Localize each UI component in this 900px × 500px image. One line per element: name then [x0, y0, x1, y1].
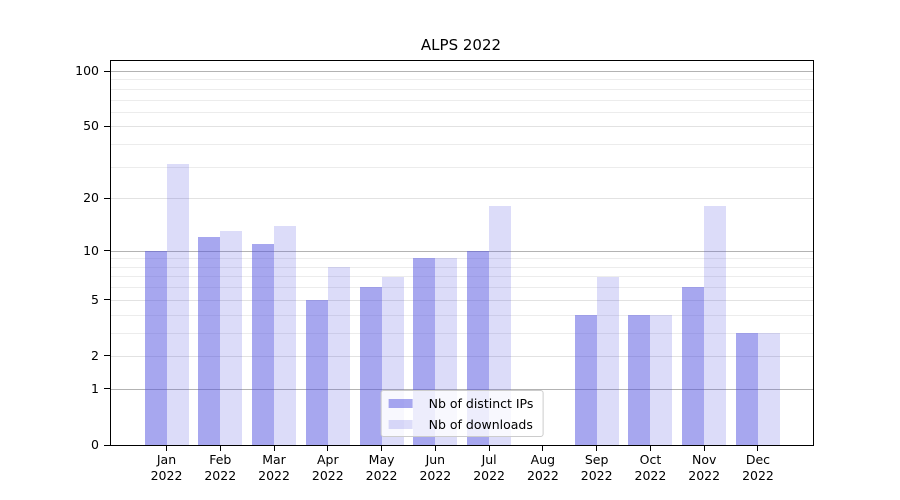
y-tick-label-1: 1 — [91, 380, 99, 396]
x-tick-label-jul: Jul 2022 — [473, 452, 506, 483]
x-tick-label-mar: Mar 2022 — [258, 452, 290, 483]
bar-downloads-jan — [166, 164, 189, 445]
grid-line-y-8 — [111, 266, 813, 268]
bar-distinct-ips-may — [359, 287, 382, 445]
y-tick-5 — [104, 299, 111, 301]
x-tick-label-jun: Jun 2022 — [419, 452, 452, 483]
x-tick-jan — [166, 445, 167, 451]
y-tick-label-5: 5 — [91, 291, 99, 307]
grid-line-y-60 — [111, 111, 813, 113]
x-tick-label-apr: Apr 2022 — [311, 452, 344, 483]
grid-line-y-90 — [111, 79, 813, 81]
x-tick-label-may: May 2022 — [365, 452, 398, 483]
bar-downloads-nov — [704, 206, 727, 445]
y-tick-label-20: 20 — [83, 190, 99, 206]
y-tick-10 — [104, 250, 111, 252]
x-tick-sep — [596, 445, 598, 451]
x-tick-label-oct: Oct 2022 — [634, 452, 667, 483]
grid-line-y-1 — [111, 388, 813, 390]
legend-label-downloads: Nb of downloads — [428, 416, 533, 432]
y-tick-label-2: 2 — [91, 347, 99, 363]
x-tick-dec — [757, 445, 759, 451]
grid-line-y-30 — [111, 166, 813, 168]
x-tick-label-jan: Jan 2022 — [150, 452, 183, 483]
bar-distinct-ips-apr — [305, 299, 328, 445]
x-tick-apr — [327, 445, 329, 451]
legend-swatch-downloads — [388, 419, 413, 429]
x-tick-label-aug: Aug 2022 — [526, 452, 559, 483]
x-tick-feb — [219, 445, 221, 451]
bar-downloads-mar — [274, 225, 297, 445]
x-tick-aug — [542, 445, 544, 451]
bar-downloads-dec — [757, 332, 780, 445]
bar-distinct-ips-nov — [682, 287, 705, 445]
chart-title: ALPS 2022 — [420, 36, 502, 54]
y-tick-label-0: 0 — [91, 437, 99, 452]
x-tick-label-dec: Dec 2022 — [742, 452, 774, 483]
x-tick-jul — [488, 445, 490, 451]
bar-downloads-jul — [489, 206, 512, 445]
grid-line-y-70 — [111, 99, 813, 101]
legend-item-distinct-ips: Nb of distinct IPs — [388, 395, 534, 411]
bar-distinct-ips-dec — [735, 332, 758, 445]
plot-area: Nb of distinct IPs Nb of downloads 0 1 2 5 1… — [75, 60, 814, 483]
grid-line-y-40 — [111, 144, 813, 146]
y-tick-label-50: 50 — [83, 118, 99, 134]
bar-downloads-feb — [220, 231, 243, 445]
bar-downloads-sep — [596, 276, 619, 445]
grid-line-y-80 — [111, 88, 813, 90]
grid-line-y-10 — [111, 250, 813, 252]
x-tick-may — [381, 445, 383, 451]
grid-line-y-2 — [111, 355, 813, 357]
bar-downloads-oct — [650, 314, 673, 445]
grid-line-y-3 — [111, 332, 813, 334]
grid-line-y-9 — [111, 258, 813, 260]
x-tick-nov — [703, 445, 705, 451]
bar-distinct-ips-sep — [574, 314, 597, 445]
y-tick-1 — [104, 388, 111, 390]
grid-line-y-6 — [111, 287, 813, 289]
bar-distinct-ips-feb — [198, 237, 221, 445]
bar-downloads-apr — [327, 266, 350, 445]
grid-line-y-7 — [111, 276, 813, 278]
x-tick-oct — [649, 445, 651, 451]
legend: Nb of distinct IPs Nb of downloads — [380, 390, 544, 437]
grid-line-y-100 — [111, 71, 813, 72]
bar-distinct-ips-jan — [144, 250, 167, 445]
bar-distinct-ips-oct — [628, 314, 651, 445]
y-tick-0 — [104, 444, 111, 446]
legend-item-downloads: Nb of downloads — [388, 416, 534, 432]
legend-swatch-distinct-ips — [388, 398, 413, 408]
y-tick-2 — [104, 355, 111, 357]
grid-line-y-50 — [111, 126, 813, 128]
x-tick-jun — [434, 445, 436, 451]
legend-label-distinct-ips: Nb of distinct IPs — [428, 395, 534, 411]
grid-line-y-20 — [111, 198, 813, 200]
bar-distinct-ips-mar — [252, 243, 275, 445]
y-tick-50 — [104, 125, 111, 127]
grid-line-y-4 — [111, 314, 813, 316]
y-tick-100 — [104, 70, 111, 72]
x-tick-label-sep: Sep 2022 — [580, 452, 613, 483]
x-tick-label-feb: Feb 2022 — [204, 452, 237, 483]
x-tick-label-nov: Nov 2022 — [688, 452, 721, 483]
x-tick-mar — [273, 445, 275, 451]
y-tick-label-100: 100 — [75, 63, 99, 78]
y-tick-20 — [104, 197, 111, 199]
y-tick-label-10: 10 — [83, 242, 99, 258]
grid-line-y-5 — [111, 299, 813, 301]
